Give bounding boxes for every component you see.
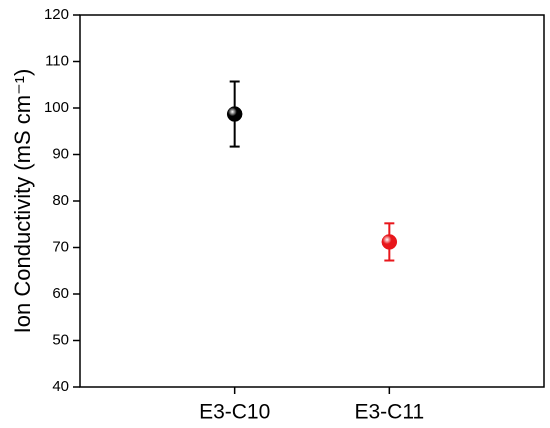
y-tick-label: 100 bbox=[44, 99, 69, 116]
y-tick-label: 80 bbox=[52, 192, 69, 209]
y-tick-label: 90 bbox=[52, 145, 69, 162]
y-tick-label: 120 bbox=[44, 6, 69, 23]
y-tick-label: 60 bbox=[52, 285, 69, 302]
y-axis-label: Ion Conductivity (mS cm⁻¹) bbox=[10, 69, 35, 334]
marker bbox=[381, 234, 398, 250]
y-tick-label: 50 bbox=[52, 331, 69, 348]
x-tick-label: E3-C11 bbox=[355, 401, 425, 424]
y-tick-label: 70 bbox=[52, 238, 69, 255]
marker bbox=[226, 106, 243, 122]
y-tick-label: 40 bbox=[52, 378, 69, 395]
y-tick-label: 110 bbox=[45, 52, 69, 69]
plot-frame bbox=[79, 14, 545, 388]
x-tick-label: E3-C10 bbox=[199, 401, 270, 424]
